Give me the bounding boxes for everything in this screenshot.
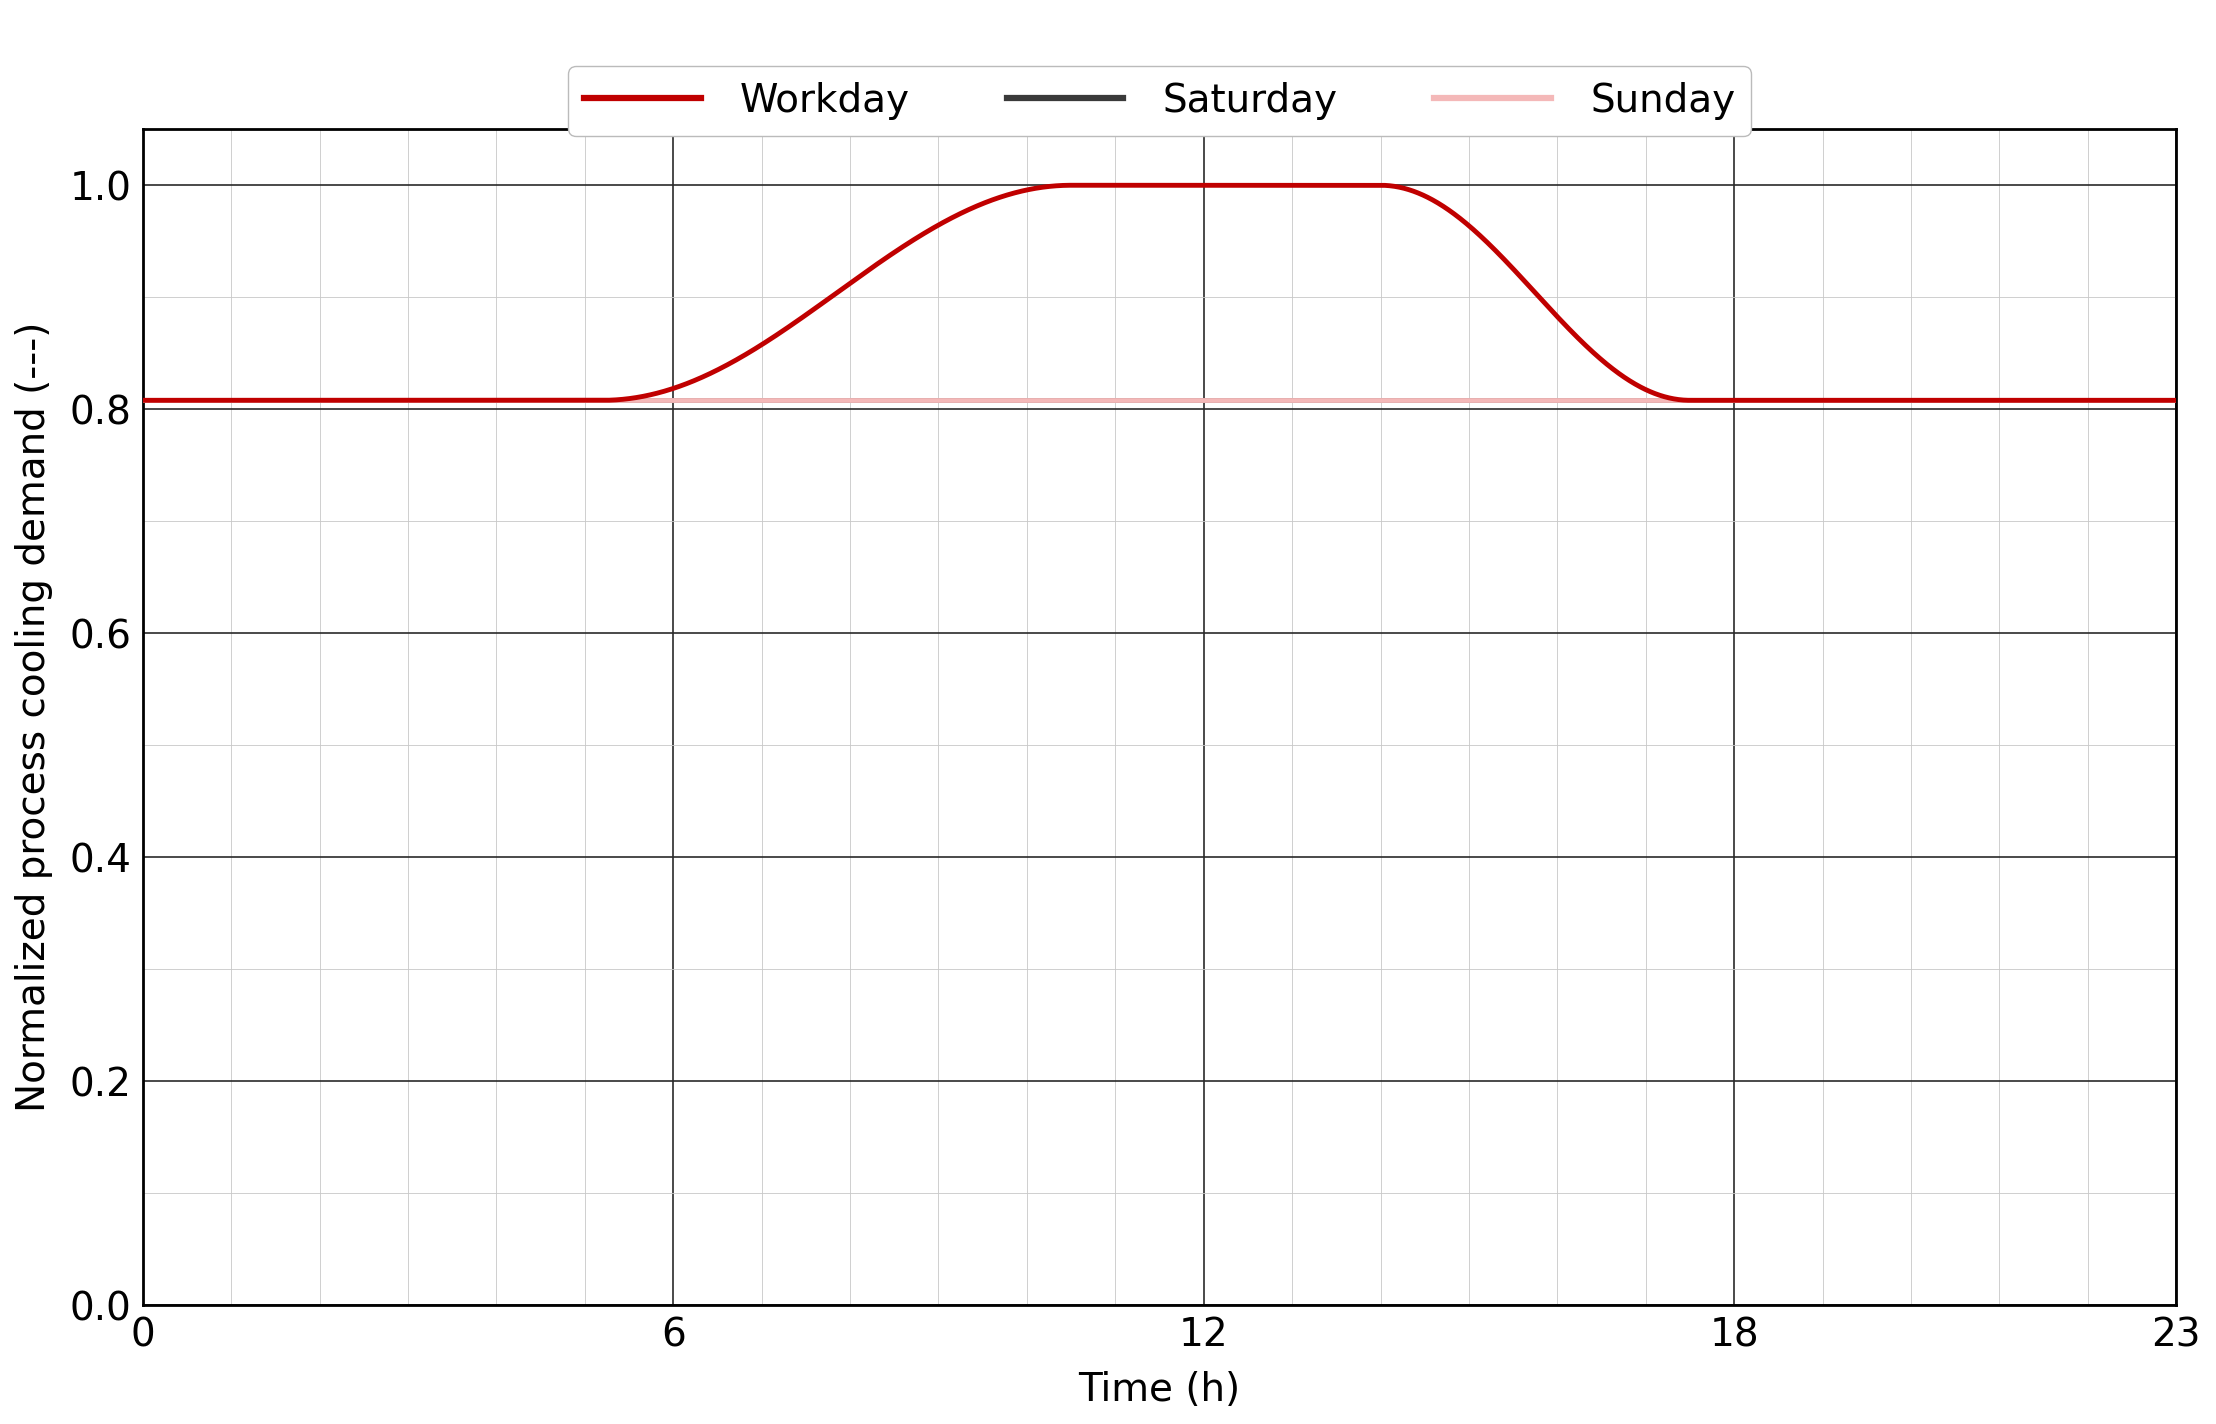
Y-axis label: Normalized process cooling demand (---): Normalized process cooling demand (---) [16, 322, 53, 1112]
X-axis label: Time (h): Time (h) [1079, 1371, 1241, 1408]
Legend: Workday, Saturday, Sunday: Workday, Saturday, Sunday [567, 67, 1751, 135]
